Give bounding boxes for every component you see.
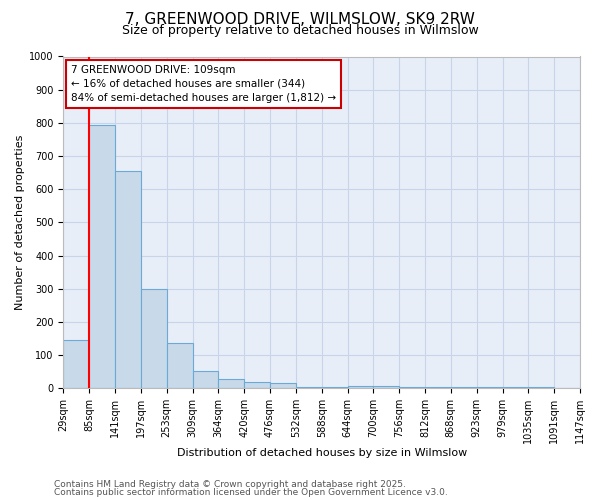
Text: 7, GREENWOOD DRIVE, WILMSLOW, SK9 2RW: 7, GREENWOOD DRIVE, WILMSLOW, SK9 2RW [125,12,475,28]
Bar [503,387,529,388]
Bar [141,288,167,388]
Bar [244,382,270,388]
Bar [64,340,89,388]
Bar [322,387,347,388]
Bar [296,386,322,388]
Bar [529,387,554,388]
Bar [115,171,141,388]
Bar [89,124,115,388]
Bar [476,386,503,388]
Bar [399,386,425,388]
Y-axis label: Number of detached properties: Number of detached properties [15,134,25,310]
Text: Contains public sector information licensed under the Open Government Licence v3: Contains public sector information licen… [54,488,448,497]
Bar [451,386,476,388]
Text: 7 GREENWOOD DRIVE: 109sqm
← 16% of detached houses are smaller (344)
84% of semi: 7 GREENWOOD DRIVE: 109sqm ← 16% of detac… [71,65,336,103]
Bar [193,371,218,388]
Bar [218,379,244,388]
Bar [167,344,193,388]
Bar [270,384,296,388]
Bar [347,386,373,388]
Text: Size of property relative to detached houses in Wilmslow: Size of property relative to detached ho… [122,24,478,37]
Text: Contains HM Land Registry data © Crown copyright and database right 2025.: Contains HM Land Registry data © Crown c… [54,480,406,489]
Bar [425,387,451,388]
Bar [373,386,399,388]
X-axis label: Distribution of detached houses by size in Wilmslow: Distribution of detached houses by size … [176,448,467,458]
